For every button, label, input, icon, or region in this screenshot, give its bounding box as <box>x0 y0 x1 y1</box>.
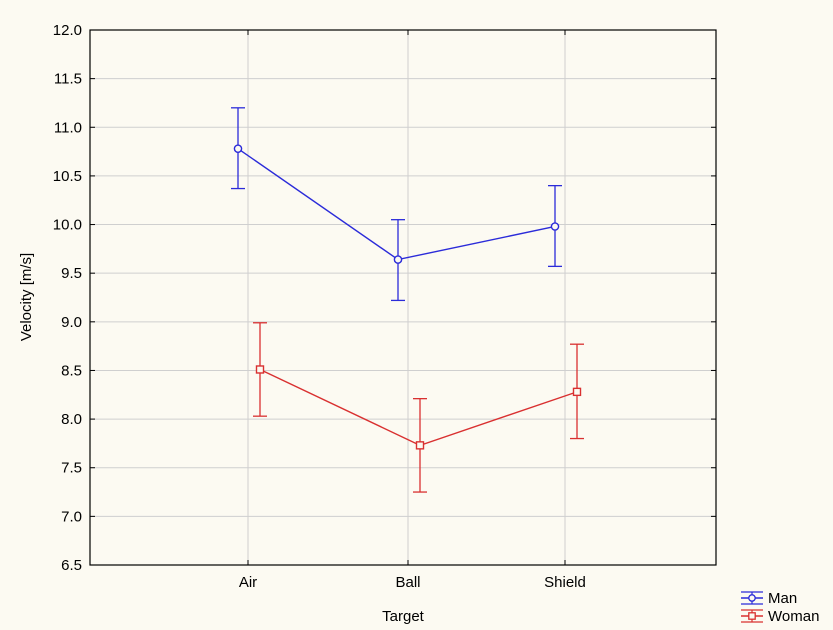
y-tick-label: 6.5 <box>61 557 82 574</box>
y-tick-label: 7.5 <box>61 460 82 477</box>
y-tick-label: 9.0 <box>61 314 82 331</box>
grid-lines <box>90 30 716 565</box>
x-tick-label: Air <box>239 574 257 591</box>
data-point <box>393 255 403 264</box>
y-tick-label: 9.5 <box>61 265 82 282</box>
series-line <box>259 368 578 447</box>
plot-frame <box>89 29 717 566</box>
legend-marker <box>748 612 756 620</box>
legend-item-woman: Woman <box>741 608 819 625</box>
series-woman <box>253 322 584 493</box>
y-tick-label: 7.0 <box>61 508 82 525</box>
y-tick-label: 11.0 <box>54 119 82 136</box>
legend-label: Woman <box>768 608 819 625</box>
y-tick-label: 10.5 <box>53 168 82 185</box>
y-tick-label: 8.0 <box>61 411 82 428</box>
y-tick-label: 8.5 <box>61 362 82 379</box>
series-line <box>237 148 556 261</box>
y-tick-label: 10.0 <box>53 217 82 234</box>
data-point <box>233 144 243 153</box>
series-man <box>231 107 562 302</box>
legend-marker <box>748 594 756 602</box>
y-axis-ticks: 6.5 7.0 7.5 8.0 8.5 9.0 9.5 10.0 10.5 11.0 11.5 12.… <box>53 22 716 574</box>
y-tick-label: 11.5 <box>54 71 82 88</box>
y-axis-title: Velocity [m/s] <box>18 253 35 341</box>
x-tick-label: Shield <box>544 574 586 591</box>
x-axis-title: Target <box>382 608 425 625</box>
y-tick-label: 12.0 <box>53 22 82 39</box>
data-point <box>572 387 582 397</box>
legend-item-man: Man <box>741 590 797 607</box>
x-tick-label: Ball <box>395 574 420 591</box>
data-point <box>255 365 265 374</box>
x-axis-ticks: Air Ball Shield <box>239 30 586 591</box>
data-point <box>550 222 560 231</box>
data-point <box>415 441 425 450</box>
legend-label: Man <box>768 590 797 607</box>
series-layer <box>231 107 584 493</box>
